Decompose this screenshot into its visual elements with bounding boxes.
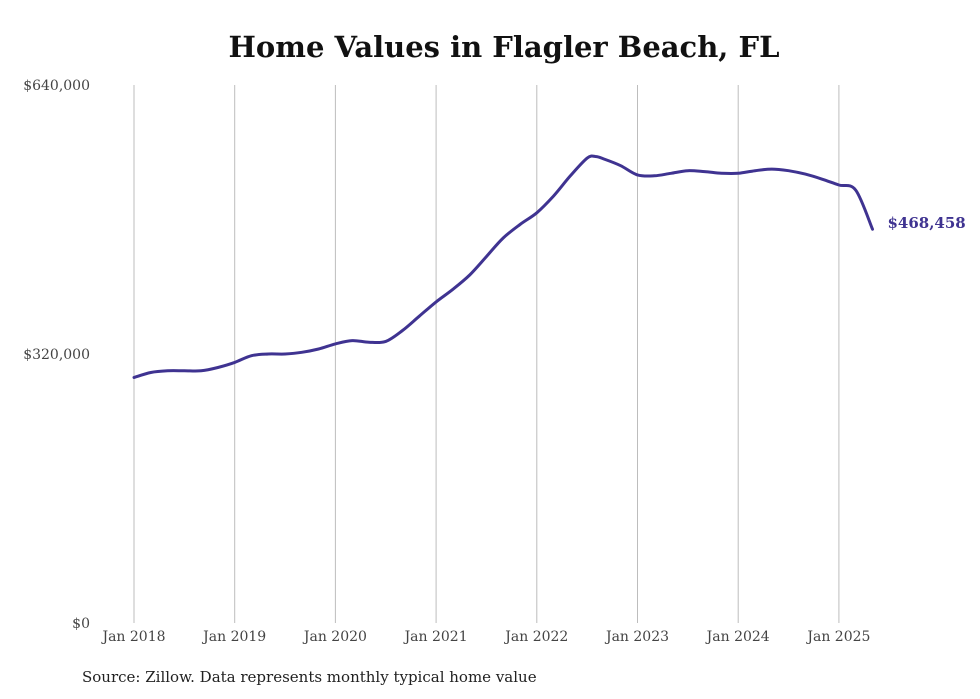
label-layer: $468,458 — [887, 214, 965, 232]
x-tick-label: Jan 2019 — [201, 629, 266, 645]
chart-title: Home Values in Flagler Beach, FL — [228, 30, 780, 64]
source-note: Source: Zillow. Data represents monthly … — [82, 668, 537, 686]
y-tick-label: $0 — [72, 616, 90, 632]
series-line — [132, 154, 874, 379]
grid-lines — [133, 85, 840, 623]
x-tick-label: Jan 2022 — [503, 629, 568, 645]
y-axis-ticks: $0 $320,000 $640,000 — [23, 78, 90, 632]
end-value-label: $468,458 — [887, 214, 965, 232]
y-tick-label: $640,000 — [23, 78, 90, 94]
x-axis-ticks: Jan 2018 Jan 2019 Jan 2020 Jan 2021 Jan 2022… — [100, 629, 870, 645]
y-tick-label: $320,000 — [23, 347, 90, 363]
x-tick-label: Jan 2020 — [302, 629, 367, 645]
series-layer — [132, 154, 874, 379]
x-tick-label: Jan 2018 — [100, 629, 165, 645]
x-tick-label: Jan 2023 — [604, 629, 669, 645]
x-tick-label: Jan 2024 — [705, 629, 770, 645]
x-tick-label: Jan 2025 — [805, 629, 870, 645]
x-tick-label: Jan 2021 — [403, 629, 468, 645]
